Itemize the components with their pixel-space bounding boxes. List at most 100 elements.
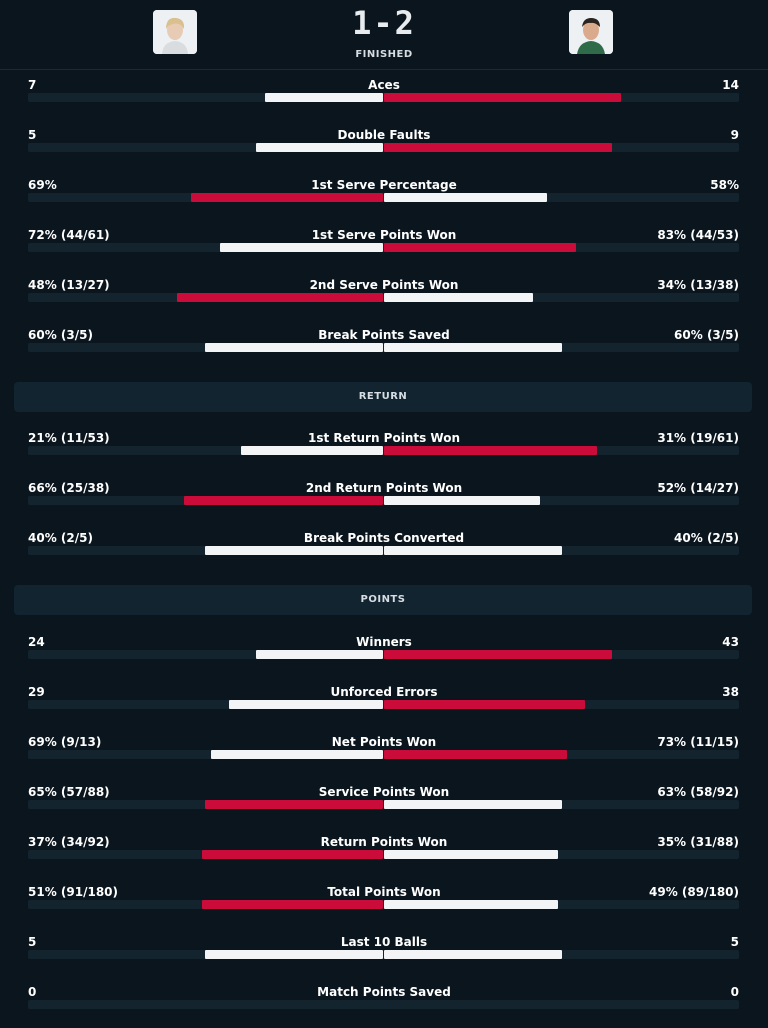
stat-row: 5 Double Faults 9 <box>0 128 768 168</box>
player1-stat-value: 24 <box>28 635 45 649</box>
stat-row: 37% (34/92) Return Points Won 35% (31/88) <box>0 835 768 875</box>
stat-label: Break Points Saved <box>318 328 450 342</box>
player2-stat-value: 38 <box>722 685 739 699</box>
stat-label: Unforced Errors <box>330 685 438 699</box>
stat-label: 2nd Return Points Won <box>305 481 463 495</box>
stat-row: 40% (2/5) Break Points Converted 40% (2/5) <box>0 531 768 571</box>
stat-label: Last 10 Balls <box>340 935 428 949</box>
stat-row: 72% (44/61) 1st Serve Points Won 83% (44/5… <box>0 228 768 268</box>
player1-stat-value: 60% (3/5) <box>28 328 93 342</box>
stat-bar-track <box>28 950 739 959</box>
player2-stat-value: 9 <box>730 128 739 142</box>
player1-avatar[interactable] <box>153 10 197 54</box>
player2-stat-bar <box>384 850 558 859</box>
player2-stat-value: 43 <box>722 635 739 649</box>
stat-bar-track <box>28 750 739 759</box>
stat-bar-track <box>28 343 739 352</box>
player1-stat-value: 7 <box>28 78 37 92</box>
match-score: 1-2 <box>352 4 416 42</box>
player1-stat-value: 5 <box>28 128 37 142</box>
stat-bar-track <box>28 1000 739 1009</box>
player1-stat-bar <box>205 950 383 959</box>
stat-row: 0 Match Points Saved 0 <box>0 985 768 1025</box>
player2-stat-bar <box>384 496 540 505</box>
player1-stat-bar <box>211 750 383 759</box>
player1-stat-value: 66% (25/38) <box>28 481 110 495</box>
stat-label: Service Points Won <box>318 785 450 799</box>
player2-stat-value: 31% (19/61) <box>657 431 739 445</box>
player1-stat-bar <box>256 650 383 659</box>
stat-label: Net Points Won <box>331 735 437 749</box>
player1-stat-bar <box>202 850 383 859</box>
stat-bar-track <box>28 546 739 555</box>
stat-label: 1st Serve Percentage <box>311 178 457 192</box>
stat-label: Match Points Saved <box>317 985 451 999</box>
player2-stat-bar <box>384 700 585 709</box>
player1-stat-bar <box>220 243 383 252</box>
stat-row: 7 Aces 14 <box>0 78 768 118</box>
player2-stat-value: 83% (44/53) <box>657 228 739 242</box>
player1-stat-bar <box>177 293 383 302</box>
player2-stat-bar <box>384 446 597 455</box>
player1-stat-bar <box>265 93 383 102</box>
stat-bar-track <box>28 800 739 809</box>
stat-bar-track <box>28 143 739 152</box>
player2-stat-bar <box>384 293 533 302</box>
player1-stat-bar <box>191 193 383 202</box>
stat-bar-track <box>28 496 739 505</box>
player1-stat-value: 65% (57/88) <box>28 785 110 799</box>
player1-stat-bar <box>241 446 383 455</box>
stat-bar-track <box>28 193 739 202</box>
stat-row: 21% (11/53) 1st Return Points Won 31% (19/… <box>0 431 768 471</box>
player1-stat-value: 37% (34/92) <box>28 835 110 849</box>
stat-label: Break Points Converted <box>303 531 465 545</box>
player1-stat-value: 21% (11/53) <box>28 431 110 445</box>
player1-stat-bar <box>205 800 383 809</box>
player2-stat-bar <box>384 750 567 759</box>
player1-stat-bar <box>229 700 383 709</box>
player1-stat-value: 40% (2/5) <box>28 531 93 545</box>
stat-bar-track <box>28 93 739 102</box>
player2-avatar[interactable] <box>569 10 613 54</box>
player2-stat-value: 5 <box>730 935 739 949</box>
match-status: FINISHED <box>355 49 413 60</box>
header-divider <box>0 69 768 70</box>
stat-label: 1st Return Points Won <box>307 431 461 445</box>
stat-row: 5 Last 10 Balls 5 <box>0 935 768 975</box>
stat-row: 69% 1st Serve Percentage 58% <box>0 178 768 218</box>
stat-label: Double Faults <box>337 128 431 142</box>
stat-row: 65% (57/88) Service Points Won 63% (58/92) <box>0 785 768 825</box>
player2-stat-bar <box>384 343 562 352</box>
stat-bar-track <box>28 243 739 252</box>
stat-label: 2nd Serve Points Won <box>309 278 459 292</box>
player2-stat-value: 52% (14/27) <box>657 481 739 495</box>
stat-row: 48% (13/27) 2nd Serve Points Won 34% (13/3… <box>0 278 768 318</box>
match-header: 1-2 FINISHED <box>0 0 768 70</box>
player1-stat-value: 0 <box>28 985 37 999</box>
player1-stat-value: 69% (9/13) <box>28 735 102 749</box>
player2-stat-value: 35% (31/88) <box>657 835 739 849</box>
player1-stat-bar <box>202 900 383 909</box>
player2-stat-value: 60% (3/5) <box>674 328 739 342</box>
section-header: RETURN <box>14 382 752 412</box>
player1-stat-bar <box>205 343 383 352</box>
player2-stat-value: 73% (11/15) <box>657 735 739 749</box>
stat-label: Aces <box>368 78 400 92</box>
section-header: POINTS <box>14 585 752 615</box>
stat-row: 60% (3/5) Break Points Saved 60% (3/5) <box>0 328 768 368</box>
stat-bar-track <box>28 650 739 659</box>
player2-stat-value: 58% <box>710 178 739 192</box>
player1-stat-bar <box>256 143 383 152</box>
stat-row: 29 Unforced Errors 38 <box>0 685 768 725</box>
player2-stat-value: 49% (89/180) <box>649 885 739 899</box>
player2-stat-value: 34% (13/38) <box>657 278 739 292</box>
player1-stat-value: 51% (91/180) <box>28 885 118 899</box>
stat-label: 1st Serve Points Won <box>311 228 457 242</box>
player1-stat-value: 72% (44/61) <box>28 228 110 242</box>
stat-row: 51% (91/180) Total Points Won 49% (89/180) <box>0 885 768 925</box>
stat-label: Return Points Won <box>320 835 448 849</box>
player2-stat-value: 63% (58/92) <box>657 785 739 799</box>
stat-label: Winners <box>356 635 412 649</box>
player2-stat-bar <box>384 93 621 102</box>
stat-bar-track <box>28 900 739 909</box>
